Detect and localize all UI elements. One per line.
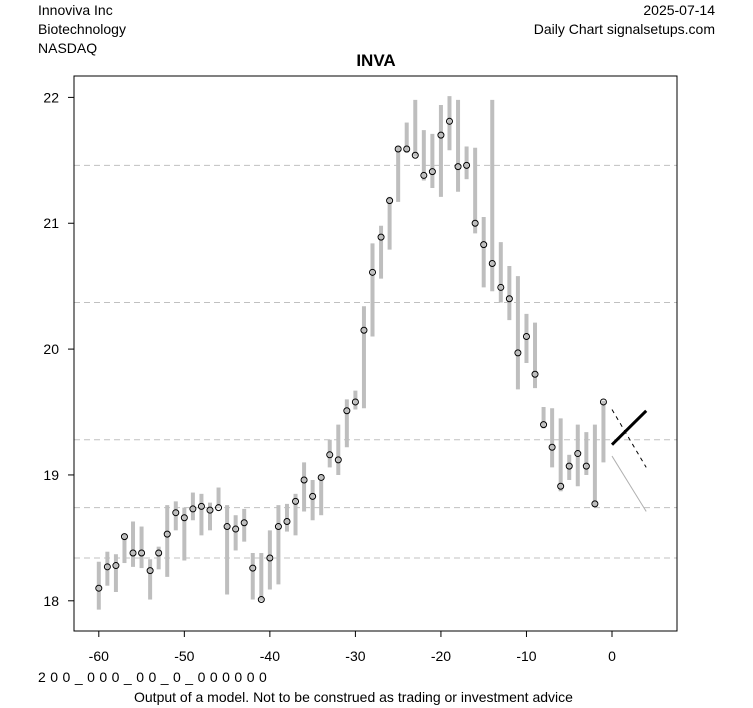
close-point (454, 163, 462, 171)
close-point (112, 562, 120, 570)
close-point (292, 497, 300, 505)
y-tick-label: 21 (43, 215, 59, 231)
close-point (351, 398, 359, 406)
forecast-mid-line (610, 409, 648, 446)
close-point (266, 554, 274, 562)
close-point (522, 333, 530, 341)
chart-title: INVA (356, 51, 395, 70)
x-tick-label: -50 (174, 648, 194, 664)
close-point (274, 523, 282, 531)
close-point (215, 504, 223, 512)
x-tick-label: -30 (345, 648, 365, 664)
close-point (548, 443, 556, 451)
close-point (377, 233, 385, 241)
disclaimer: Output of a model. Not to be construed a… (134, 689, 573, 705)
signal-code-row: 2 0 0 _ 0 0 0 _ 0 0 _ 0 _ 0 0 0 0 0 0 (38, 669, 268, 685)
close-point (343, 407, 351, 415)
close-point (540, 421, 548, 429)
close-point (95, 584, 103, 592)
x-tick-label: -10 (516, 648, 536, 664)
close-point (155, 549, 163, 557)
close-point (514, 349, 522, 357)
close-point (197, 502, 205, 510)
close-point (386, 197, 394, 205)
plot-frame (73, 75, 678, 632)
close-point (531, 370, 539, 378)
close-point (591, 500, 599, 508)
x-tick-label: -40 (260, 648, 280, 664)
close-point (428, 168, 436, 176)
close-point (249, 564, 257, 572)
chart-date: 2025-07-14 (643, 2, 715, 18)
x-tick-label: 0 (608, 648, 616, 664)
close-point (138, 549, 146, 557)
close-point (257, 596, 265, 604)
close-point (488, 260, 496, 268)
close-point (232, 525, 240, 533)
close-point (403, 145, 411, 153)
close-point (146, 567, 154, 575)
close-point (557, 482, 565, 490)
close-point (120, 533, 128, 541)
close-point (437, 131, 445, 139)
close-point (574, 450, 582, 458)
close-point (309, 492, 317, 500)
close-point (240, 519, 248, 527)
close-point (206, 506, 214, 514)
close-point (445, 117, 453, 125)
close-point (360, 326, 368, 334)
y-tick-label: 18 (43, 593, 59, 609)
chart-source: Daily Chart signalsetups.com (533, 21, 715, 37)
exchange-label: NASDAQ (38, 40, 98, 56)
close-point (334, 456, 342, 464)
close-point (223, 523, 231, 531)
close-point (420, 171, 428, 179)
close-point (394, 145, 402, 153)
close-point (283, 518, 291, 526)
close-point (463, 161, 471, 169)
close-point (369, 268, 377, 276)
close-point (505, 295, 513, 303)
forecast-upper-line (611, 409, 647, 468)
close-point (497, 283, 505, 291)
close-point (480, 241, 488, 249)
close-point (599, 398, 607, 406)
y-tick-label: 19 (43, 467, 59, 483)
close-point (471, 219, 479, 227)
close-point (172, 509, 180, 517)
close-point (411, 151, 419, 159)
close-point (103, 563, 111, 571)
close-point (129, 549, 137, 557)
close-point (317, 473, 325, 481)
close-point (565, 462, 573, 470)
close-point (326, 451, 334, 459)
company-name: Innoviva Inc (38, 2, 113, 18)
y-tick-label: 22 (43, 89, 59, 105)
close-point (180, 514, 188, 522)
close-point (300, 476, 308, 484)
close-point (189, 505, 197, 513)
close-point (163, 530, 171, 538)
y-tick-label: 20 (43, 341, 59, 357)
x-tick-label: -20 (431, 648, 451, 664)
x-tick-label: -60 (89, 648, 109, 664)
close-point (582, 462, 590, 470)
sector-label: Biotechnology (38, 21, 126, 37)
forecast-lower-line (611, 455, 647, 512)
